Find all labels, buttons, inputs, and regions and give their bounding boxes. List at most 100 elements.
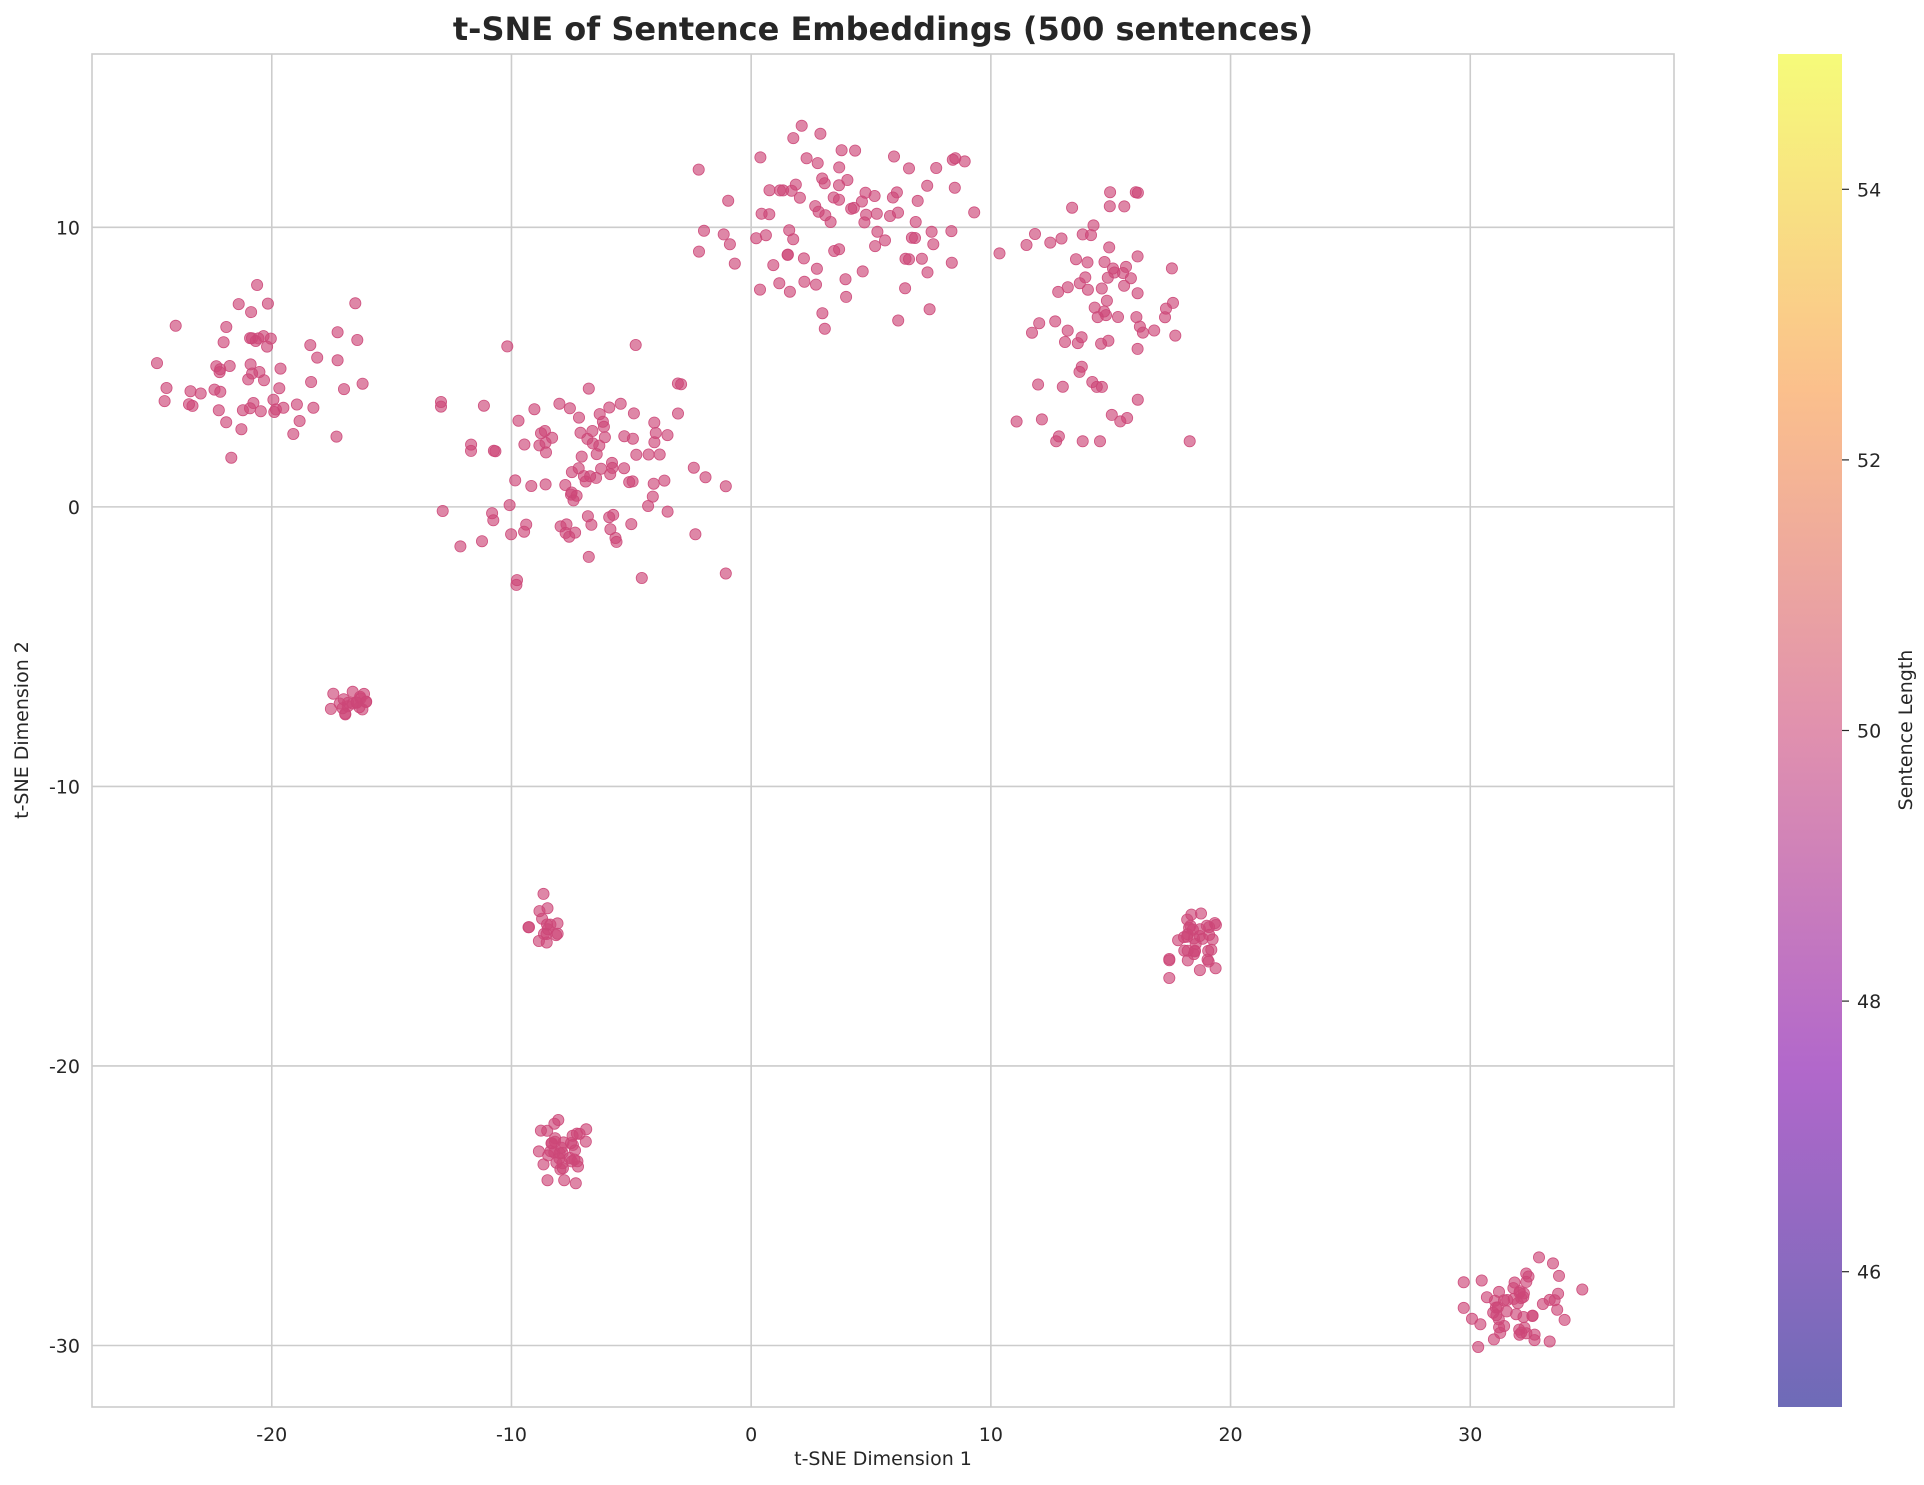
scatter-point	[604, 523, 617, 536]
scatter-point	[754, 283, 767, 296]
scatter-point	[1480, 1291, 1493, 1304]
scatter-point	[1070, 253, 1083, 266]
scatter-point	[1033, 317, 1046, 330]
scatter-point	[693, 245, 706, 258]
scatter-point	[1165, 262, 1178, 275]
y-axis-label: t-SNE Dimension 2	[11, 641, 33, 819]
scatter-point	[244, 358, 257, 371]
scatter-point	[618, 430, 631, 443]
scatter-point	[1059, 335, 1072, 348]
scatter-point	[1091, 311, 1104, 324]
scatter-point	[598, 431, 611, 444]
scatter-point	[1052, 430, 1065, 443]
scatter-point	[945, 256, 958, 269]
scatter-point	[1466, 1312, 1479, 1325]
scatter-point	[1095, 337, 1108, 350]
scatter-point	[927, 238, 940, 251]
scatter-point	[968, 206, 981, 219]
scatter-point	[1104, 186, 1117, 199]
scatter-point	[1169, 329, 1182, 342]
x-tick-label: -20	[256, 1424, 287, 1446]
scatter-point	[888, 150, 901, 163]
scatter-point	[648, 436, 661, 449]
scatter-point	[532, 1145, 545, 1158]
scatter-point	[541, 1174, 554, 1187]
scatter-point	[890, 186, 903, 199]
scatter-point	[257, 330, 270, 343]
colorbar-gradient	[1778, 54, 1842, 1407]
scatter-point	[629, 338, 642, 351]
scatter-point	[454, 540, 467, 553]
scatter-point	[556, 1147, 569, 1160]
scatter-point	[223, 359, 236, 372]
scatter-point	[921, 266, 934, 279]
scatter-point	[1131, 342, 1144, 355]
scatter-point	[1087, 219, 1100, 232]
scatter-point	[512, 414, 525, 427]
scatter-point	[268, 405, 281, 418]
colorbar-tick-label: 50	[1857, 721, 1881, 743]
scatter-point	[184, 385, 197, 398]
scatter-point	[582, 550, 595, 563]
scatter-point	[833, 243, 846, 256]
y-tick-label: -20	[49, 1056, 80, 1078]
scatter-point	[809, 200, 822, 213]
y-tick-label: -30	[49, 1336, 80, 1358]
scatter-point	[534, 1124, 547, 1137]
scatter-point	[1118, 279, 1131, 292]
scatter-point	[909, 215, 922, 228]
scatter-point	[773, 277, 786, 290]
scatter-point	[810, 278, 823, 291]
scatter-point	[518, 438, 531, 451]
scatter-point	[783, 285, 796, 298]
scatter-point	[1066, 201, 1079, 214]
scatter-point	[339, 708, 352, 721]
scatter-point	[699, 471, 712, 484]
scatter-point	[1103, 200, 1116, 213]
scatter-point	[849, 144, 862, 157]
scatter-point	[235, 423, 248, 436]
scatter-point	[1193, 964, 1206, 977]
scatter-point	[1032, 378, 1045, 391]
scatter-point	[795, 119, 808, 132]
scatter-point	[635, 572, 648, 585]
scatter-point	[1558, 1313, 1571, 1326]
scatter-point	[1205, 943, 1218, 956]
scatter-point	[642, 499, 655, 512]
scatter-point	[1552, 1287, 1565, 1300]
scatter-point	[337, 383, 350, 396]
scatter-point	[550, 929, 563, 942]
scatter-point	[1183, 921, 1196, 934]
scatter-point	[719, 480, 732, 493]
scatter-point	[923, 303, 936, 316]
scatter-point	[892, 314, 905, 327]
colorbar-label: Sentence Length	[1895, 650, 1917, 811]
scatter-point	[642, 448, 655, 461]
scatter-point	[331, 354, 344, 367]
scatter-point	[1188, 932, 1201, 945]
colorbar-tick-label: 54	[1857, 179, 1881, 201]
scatter-point	[1100, 294, 1113, 307]
scatter-point	[169, 319, 182, 332]
scatter-point	[489, 445, 502, 458]
scatter-point	[774, 184, 787, 197]
scatter-point	[541, 902, 554, 915]
scatter-point	[1167, 296, 1180, 309]
scatter-point	[556, 1162, 569, 1175]
scatter-point	[160, 381, 173, 394]
scatter-point	[533, 439, 546, 452]
scatter-point	[525, 479, 538, 492]
scatter-point	[1526, 1310, 1539, 1323]
scatter-point	[565, 1137, 578, 1150]
scatter-point	[723, 238, 736, 251]
scatter-point	[565, 466, 578, 479]
scatter-point	[1551, 1303, 1564, 1316]
scatter-point	[658, 474, 671, 487]
scatter-point	[1061, 281, 1074, 294]
scatter-point	[436, 504, 449, 517]
scatter-point	[1533, 1251, 1546, 1264]
scatter-point	[833, 161, 846, 174]
scatter-point	[948, 181, 961, 194]
scatter-point	[537, 887, 550, 900]
